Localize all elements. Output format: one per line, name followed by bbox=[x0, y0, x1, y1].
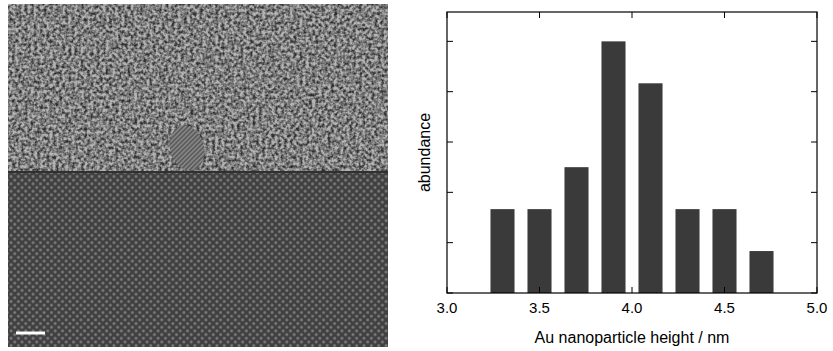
bar bbox=[601, 41, 625, 293]
x-tick-top bbox=[539, 12, 540, 18]
bar bbox=[527, 209, 551, 293]
crystal-shade bbox=[8, 172, 388, 347]
y-tick bbox=[447, 242, 453, 243]
amorphous-region bbox=[8, 4, 388, 174]
scale-bar bbox=[16, 332, 45, 335]
y-tick-right bbox=[811, 91, 817, 92]
x-tick-label: 3.5 bbox=[529, 299, 550, 316]
x-tick-label: 4.0 bbox=[622, 299, 643, 316]
x-tick bbox=[539, 287, 540, 293]
y-tick-right bbox=[811, 293, 817, 294]
bar bbox=[490, 209, 514, 293]
x-tick bbox=[447, 287, 448, 293]
nanoparticle bbox=[165, 121, 210, 174]
x-tick-top bbox=[817, 12, 818, 18]
y-tick-right bbox=[811, 192, 817, 193]
x-tick-label: 5.0 bbox=[807, 299, 828, 316]
axes: 3.0 3.5 4.0 4.5 5.0 bbox=[437, 12, 828, 316]
x-tick-label: 3.0 bbox=[437, 299, 458, 316]
plot-frame bbox=[447, 12, 817, 293]
x-tick-label: 4.5 bbox=[714, 299, 735, 316]
y-tick-right bbox=[811, 41, 817, 42]
bars bbox=[490, 41, 773, 293]
tem-image bbox=[8, 4, 388, 347]
y-tick bbox=[447, 142, 453, 143]
y-tick-right bbox=[811, 142, 817, 143]
crystal-region bbox=[8, 172, 388, 347]
y-tick bbox=[447, 41, 453, 42]
y-tick bbox=[447, 91, 453, 92]
x-tick-top bbox=[447, 12, 448, 18]
figure: 3.0 3.5 4.0 4.5 5.0 Au nanoparticle height / … bbox=[0, 0, 833, 351]
x-tick bbox=[817, 287, 818, 293]
interface bbox=[8, 171, 388, 173]
bar bbox=[749, 251, 773, 293]
x-axis-label: Au nanoparticle height / nm bbox=[535, 329, 730, 346]
x-tick bbox=[724, 287, 725, 293]
y-tick bbox=[447, 293, 453, 294]
bar bbox=[638, 83, 662, 293]
bar bbox=[564, 167, 588, 293]
y-tick bbox=[447, 192, 453, 193]
bar bbox=[675, 209, 699, 293]
x-tick bbox=[632, 287, 633, 293]
x-tick-top bbox=[632, 12, 633, 18]
x-tick-top bbox=[724, 12, 725, 18]
y-tick-right bbox=[811, 242, 817, 243]
amorphous-texture bbox=[8, 4, 388, 174]
bar bbox=[712, 209, 736, 293]
y-axis-label: abundance bbox=[416, 113, 433, 192]
